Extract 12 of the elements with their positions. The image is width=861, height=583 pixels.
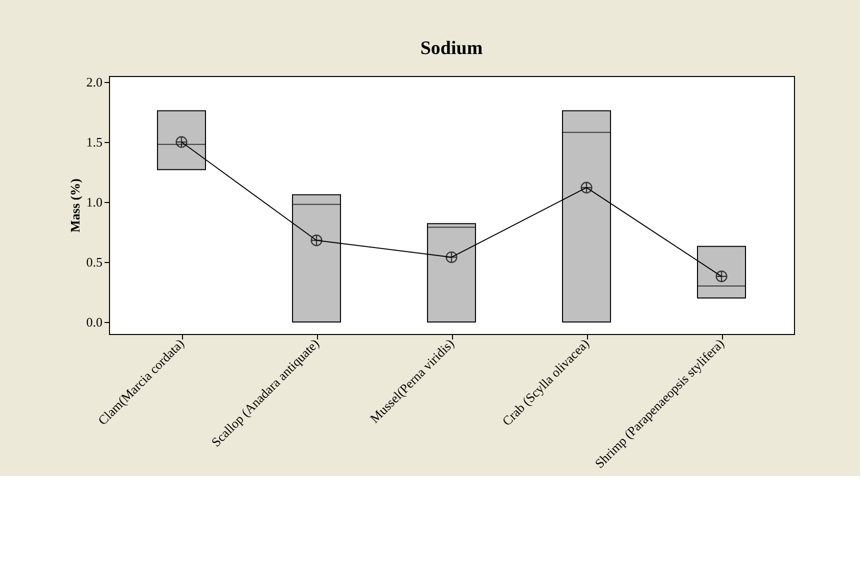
- point: [176, 136, 188, 148]
- point: [310, 234, 322, 246]
- y-tick-label: 2.0: [86, 74, 102, 90]
- y-tick-label: 0.5: [86, 254, 102, 270]
- point: [446, 251, 458, 264]
- point: [716, 270, 728, 282]
- y-tick-label: 0.0: [86, 314, 102, 330]
- chart-title: Sodium: [420, 38, 483, 59]
- y-axis-title: Mass (%): [67, 178, 82, 232]
- y-tick-label: 1.0: [86, 194, 102, 210]
- y-tick-label: 1.5: [86, 134, 102, 150]
- point: [580, 182, 592, 194]
